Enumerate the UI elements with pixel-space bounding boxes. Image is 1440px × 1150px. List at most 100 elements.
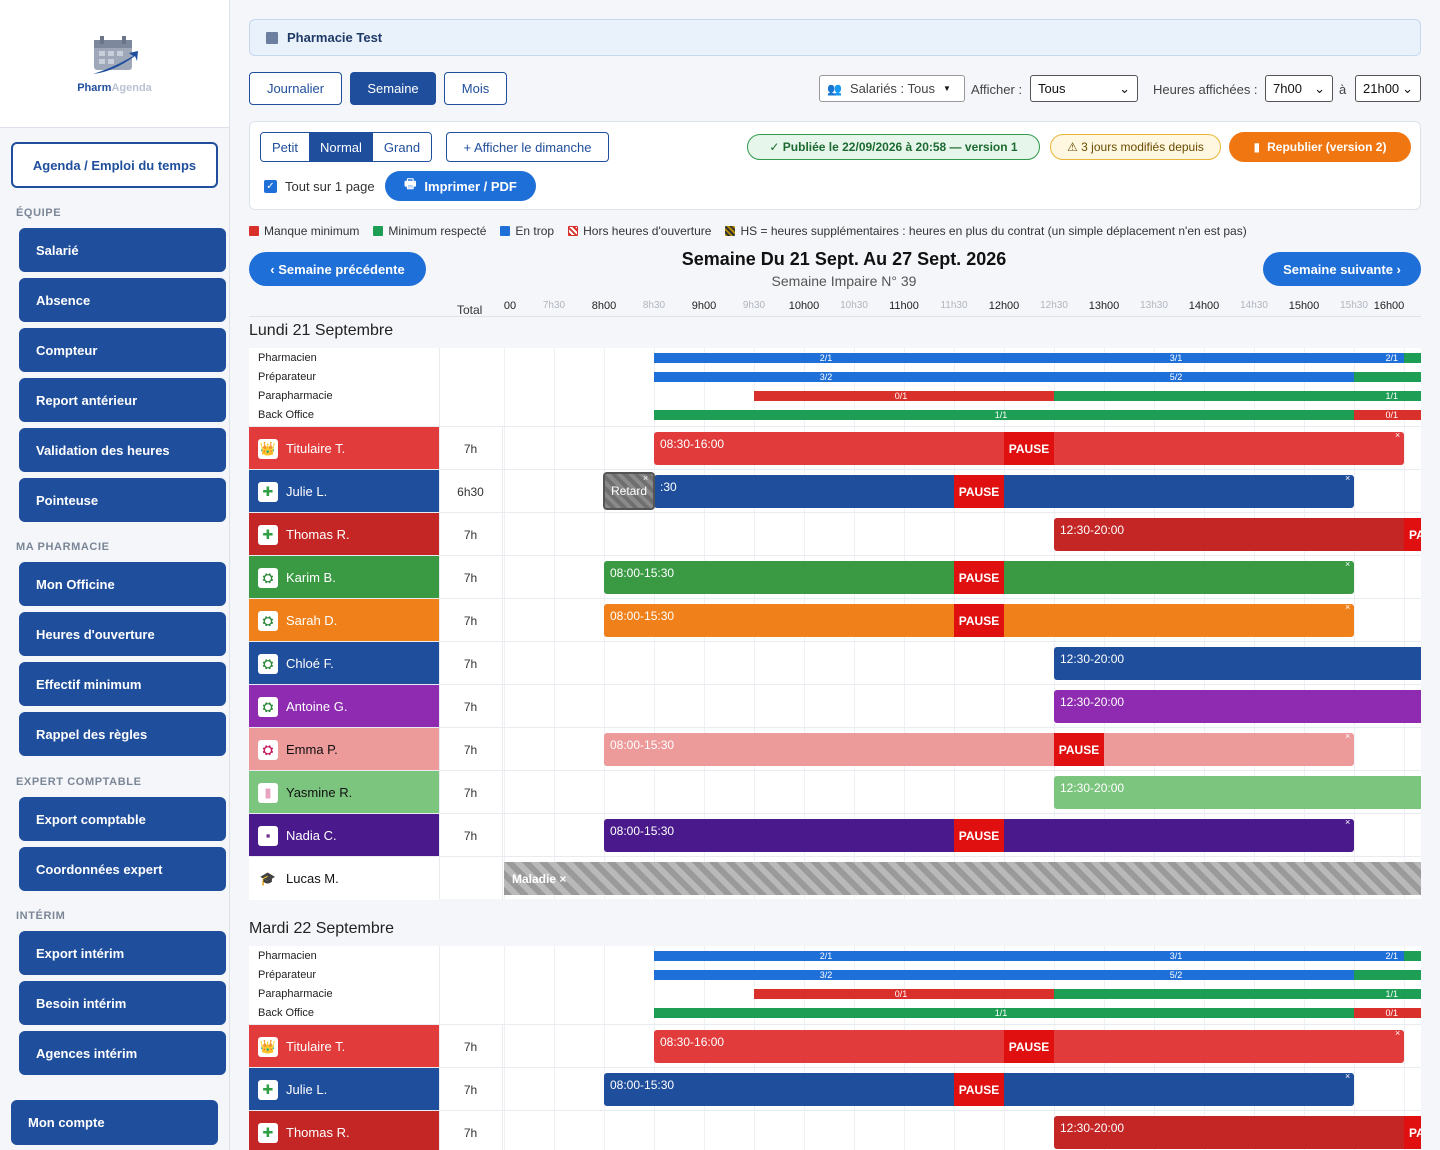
show-sunday-button[interactable]: + Afficher le dimanche bbox=[446, 132, 609, 162]
employee-name-cell[interactable]: ✚ Julie L. bbox=[249, 1068, 439, 1111]
pause-block[interactable]: PAUSE bbox=[1004, 1030, 1054, 1063]
republish-button[interactable]: ▮ Republier (version 2) bbox=[1229, 132, 1411, 162]
employee-name-cell[interactable]: ⛭ Chloé F. bbox=[249, 642, 439, 685]
pause-block[interactable]: PAUSE bbox=[1004, 432, 1054, 465]
show-select[interactable]: Tous ⌄ bbox=[1030, 75, 1138, 102]
shift-bar[interactable]: 12:30-20:00 bbox=[1054, 647, 1421, 680]
shift-time: 08:00-15:30 bbox=[610, 609, 675, 623]
pause-block[interactable]: PAUSE bbox=[954, 819, 1004, 852]
late-marker[interactable]: Retard bbox=[603, 472, 655, 510]
close-icon[interactable]: × bbox=[1395, 430, 1401, 440]
sidebar-item-export-interim[interactable]: Export intérim bbox=[19, 931, 226, 975]
modified-days-badge[interactable]: ⚠ 3 jours modifiés depuis bbox=[1050, 134, 1221, 160]
shift-bar[interactable]: 12:30-20:00 bbox=[1054, 518, 1421, 551]
print-pdf-button[interactable]: 🖶 Imprimer / PDF bbox=[385, 171, 536, 201]
sidebar-item-export-comptable[interactable]: Export comptable bbox=[19, 797, 226, 841]
one-page-checkbox[interactable]: ✓ Tout sur 1 page bbox=[264, 179, 375, 194]
coverage-bar bbox=[1004, 353, 1354, 363]
coverage-bar bbox=[1004, 951, 1354, 961]
close-icon[interactable]: × bbox=[643, 473, 649, 483]
sidebar-item-pointeuse[interactable]: Pointeuse bbox=[19, 478, 226, 522]
pause-block[interactable]: PAUSE bbox=[1054, 733, 1104, 766]
view-month-button[interactable]: Mois bbox=[444, 72, 507, 105]
shift-bar[interactable]: 08:00-15:30 bbox=[604, 733, 1354, 766]
coverage-count: 2/1 bbox=[819, 951, 833, 961]
employee-name-cell[interactable]: ⛭ Antoine G. bbox=[249, 685, 439, 728]
week-title: Semaine Du 21 Sept. Au 27 Sept. 2026 bbox=[681, 249, 1007, 269]
employee-name-cell[interactable]: ⛭ Karim B. bbox=[249, 556, 439, 599]
employee-row: ✚ Thomas R. 7h 12:30-20:00 PAUSE bbox=[249, 512, 1421, 556]
close-icon[interactable]: × bbox=[1395, 1028, 1401, 1038]
section-title: INTÉRIM bbox=[16, 910, 66, 922]
pause-block[interactable]: PAUSE bbox=[954, 604, 1004, 637]
grid-line bbox=[1404, 348, 1405, 899]
coverage-bar bbox=[1404, 951, 1421, 961]
employee-name-cell[interactable]: 👑 Titulaire T. bbox=[249, 427, 439, 470]
pause-block[interactable]: PAUSE bbox=[1404, 1116, 1421, 1149]
employee-name-cell[interactable]: ⛭ Emma P. bbox=[249, 728, 439, 771]
close-icon[interactable]: × bbox=[1345, 602, 1351, 612]
pause-block[interactable]: PAUSE bbox=[954, 475, 1004, 508]
time-tick: 12h00 bbox=[988, 300, 1020, 312]
employee-total: 6h30 bbox=[439, 470, 503, 513]
sidebar-item-rappel-des-regles[interactable]: Rappel des règles bbox=[19, 712, 226, 756]
next-week-button[interactable]: Semaine suivante › bbox=[1263, 252, 1421, 286]
time-tick: 11h30 bbox=[940, 300, 968, 311]
size-normal-button[interactable]: Normal bbox=[309, 133, 373, 161]
close-icon[interactable]: × bbox=[1345, 731, 1351, 741]
close-icon[interactable]: × bbox=[1345, 559, 1351, 569]
pause-block[interactable]: PAUSE bbox=[1404, 518, 1421, 551]
employee-name-cell[interactable]: ✚ Julie L. bbox=[249, 470, 439, 513]
logo[interactable]: PharmAgenda bbox=[0, 0, 229, 128]
close-icon[interactable]: × bbox=[1345, 1071, 1351, 1081]
sidebar-item-heures-d-ouverture[interactable]: Heures d'ouverture bbox=[19, 612, 226, 656]
sidebar-item-mon-officine[interactable]: Mon Officine bbox=[19, 562, 226, 606]
employee-name-cell[interactable]: ⛭ Sarah D. bbox=[249, 599, 439, 642]
sidebar-item-compteur[interactable]: Compteur bbox=[19, 328, 226, 372]
shift-bar[interactable]: 12:30-20:00 bbox=[1054, 690, 1421, 723]
shift-bar[interactable]: :30 bbox=[654, 475, 1354, 508]
size-large-button[interactable]: Grand bbox=[372, 133, 432, 161]
employees-filter-dropdown[interactable]: 👥 Salariés : Tous ▼ bbox=[819, 75, 965, 102]
pause-block[interactable]: PAUSE bbox=[954, 561, 1004, 594]
employee-name-cell[interactable]: ▪ Nadia C. bbox=[249, 814, 439, 857]
sidebar-item-salarie[interactable]: Salarié bbox=[19, 228, 226, 272]
absence-bar[interactable]: Maladie × bbox=[504, 862, 1421, 895]
view-week-button[interactable]: Semaine bbox=[350, 72, 436, 105]
hours-from-select[interactable]: 7h00 ⌄ bbox=[1265, 75, 1333, 102]
employee-name-cell[interactable]: ✚ Thomas R. bbox=[249, 1111, 439, 1150]
my-account-button[interactable]: Mon compte bbox=[11, 1100, 218, 1145]
employee-name-cell[interactable]: 🎓 Lucas M. bbox=[249, 857, 439, 900]
size-small-button[interactable]: Petit bbox=[261, 133, 310, 161]
grid-line bbox=[554, 946, 555, 1150]
employee-name-cell[interactable]: ▮ Yasmine R. bbox=[249, 771, 439, 814]
coverage-count: 3/2 bbox=[819, 970, 833, 980]
coverage-bar bbox=[1004, 372, 1354, 382]
sidebar-item-agences-interim[interactable]: Agences intérim bbox=[19, 1031, 226, 1075]
sidebar-item-report-anterieur[interactable]: Report antérieur bbox=[19, 378, 226, 422]
agenda-button[interactable]: Agenda / Emploi du temps bbox=[11, 142, 218, 188]
employee-name-cell[interactable]: ✚ Thomas R. bbox=[249, 513, 439, 556]
sidebar-item-coordonnees-expert[interactable]: Coordonnées expert bbox=[19, 847, 226, 891]
sidebar-item-besoin-interim[interactable]: Besoin intérim bbox=[19, 981, 226, 1025]
pause-block[interactable]: PAUSE bbox=[954, 1073, 1004, 1106]
sidebar-item-effectif-minimum[interactable]: Effectif minimum bbox=[19, 662, 226, 706]
previous-week-button[interactable]: ‹ Semaine précédente bbox=[249, 252, 426, 286]
checkbox-checked-icon: ✓ bbox=[264, 180, 277, 193]
caret-down-icon: ▼ bbox=[942, 84, 951, 93]
sidebar-item-validation-des-heures[interactable]: Validation des heures bbox=[19, 428, 226, 472]
close-icon[interactable]: × bbox=[1345, 473, 1351, 483]
employee-total: 7h bbox=[439, 1025, 503, 1068]
shift-bar[interactable]: 12:30-20:00 bbox=[1054, 776, 1421, 809]
employee-name: Yasmine R. bbox=[286, 785, 353, 800]
coverage-bar bbox=[654, 970, 1004, 980]
employee-name-cell[interactable]: 👑 Titulaire T. bbox=[249, 1025, 439, 1068]
shift-bar[interactable]: 12:30-20:00 bbox=[1054, 1116, 1421, 1149]
hours-to-select[interactable]: 21h00 ⌄ bbox=[1355, 75, 1421, 102]
coverage-bar bbox=[1354, 1008, 1421, 1018]
close-icon[interactable]: × bbox=[1345, 817, 1351, 827]
employee-name: Chloé F. bbox=[286, 656, 334, 671]
view-daily-button[interactable]: Journalier bbox=[249, 72, 342, 105]
sidebar-item-absence[interactable]: Absence bbox=[19, 278, 226, 322]
